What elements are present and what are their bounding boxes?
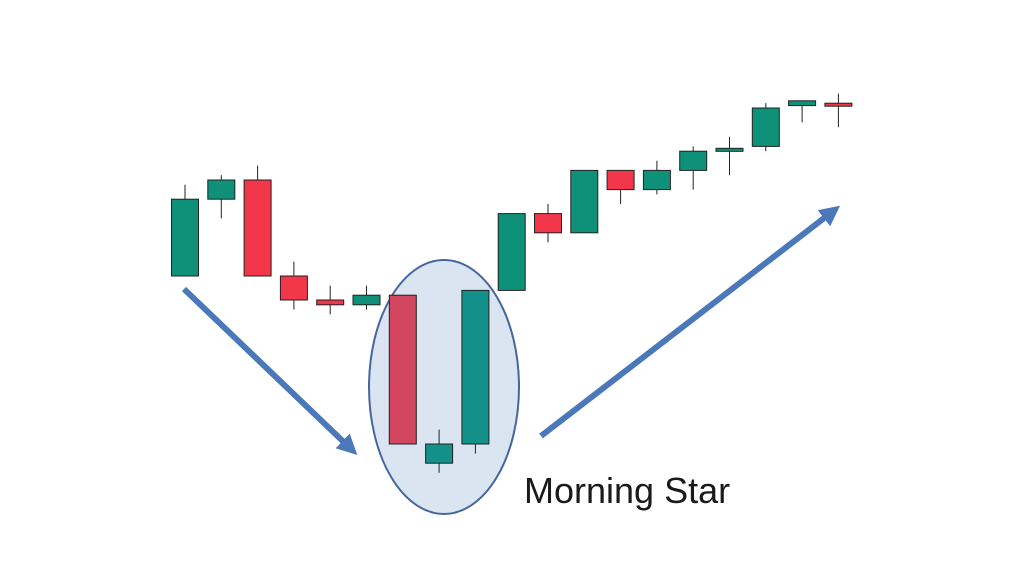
bearish-candle <box>606 169 635 191</box>
bullish-candle <box>425 443 454 464</box>
bullish-candle <box>570 169 599 234</box>
bullish-candle <box>751 107 780 147</box>
bullish-candle <box>679 150 708 171</box>
bullish-candle <box>497 213 526 291</box>
bearish-candle <box>279 275 308 301</box>
bearish-candle <box>534 213 562 234</box>
bullish-candle <box>715 147 744 152</box>
bullish-candle <box>352 294 381 306</box>
morning-star-label: Morning Star <box>524 470 730 511</box>
bullish-candle <box>461 289 490 445</box>
bearish-candle <box>388 294 417 445</box>
bearish-candle <box>824 102 853 107</box>
bearish-candle <box>316 299 345 306</box>
bearish-candle <box>243 179 272 277</box>
bullish-candle <box>171 198 199 277</box>
candles-group <box>171 93 853 473</box>
bullish-candle <box>642 169 671 191</box>
uptrend-arrow <box>539 205 841 439</box>
bullish-candle <box>207 179 236 200</box>
bullish-candle <box>788 100 817 107</box>
downtrend-arrow <box>181 286 358 456</box>
